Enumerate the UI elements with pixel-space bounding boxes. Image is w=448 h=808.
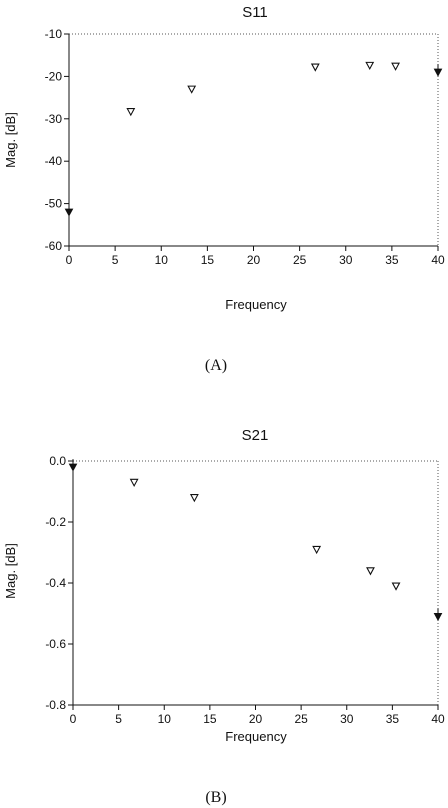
- y-tick-label: 0.0: [49, 454, 66, 468]
- y-axis-label: Mag. [dB]: [3, 112, 18, 168]
- data-point: [64, 208, 74, 217]
- data-point: [366, 567, 375, 576]
- plot-area: [64, 33, 443, 251]
- x-tick-label: 0: [66, 253, 73, 267]
- x-tick-label: 15: [203, 712, 217, 726]
- data-point: [391, 582, 401, 591]
- data-point: [126, 108, 136, 117]
- x-tick-label: 35: [385, 253, 399, 267]
- y-tick-labels: 0.0 -0.2 -0.4 -0.6 -0.8: [45, 454, 66, 712]
- x-axis-label: Frequency: [225, 297, 287, 312]
- chart-title: S11: [242, 4, 268, 21]
- y-tick-label: -50: [45, 197, 63, 211]
- x-tick-label: 25: [294, 712, 308, 726]
- data-point: [310, 63, 320, 72]
- data-point: [433, 68, 443, 77]
- data-point: [129, 478, 139, 488]
- x-tick-label: 5: [115, 712, 122, 726]
- y-tick-label: -10: [45, 27, 63, 41]
- data-point: [187, 85, 197, 94]
- y-tick-labels: -10 -20 -30 -40 -50 -60: [45, 27, 63, 253]
- data-point: [189, 494, 199, 503]
- x-tick-label: 15: [201, 253, 215, 267]
- x-tick-labels: 0 5 10 15 20 25 30 35 40: [66, 253, 445, 267]
- y-tick-label: -60: [45, 239, 63, 253]
- y-tick-label: -0.6: [45, 637, 66, 651]
- data-point: [391, 62, 400, 71]
- data-point: [433, 613, 443, 622]
- chart-title: S21: [242, 427, 269, 444]
- x-tick-label: 30: [339, 253, 353, 267]
- chart-s21: S21 Mag. [dB] Frequency 0 5 10 15 20 25 30 35 40…: [3, 427, 445, 806]
- chart-s11: S11 Mag. [dB] Frequency 0 5 10 15 20 25 30 35 40…: [3, 4, 445, 374]
- caption-a: (A): [205, 357, 227, 374]
- y-tick-label: -0.4: [45, 576, 66, 590]
- y-tick-label: -0.2: [45, 515, 66, 529]
- x-tick-label: 35: [386, 712, 400, 726]
- y-tick-label: -20: [45, 69, 63, 83]
- x-tick-label: 40: [431, 712, 445, 726]
- x-tick-label: 20: [247, 253, 261, 267]
- caption-b: (B): [205, 789, 226, 806]
- y-tick-label: -30: [45, 112, 63, 126]
- y-tick-label: -0.8: [45, 698, 66, 712]
- plot-area: [68, 459, 443, 710]
- x-tick-label: 10: [155, 253, 169, 267]
- x-tick-label: 20: [249, 712, 263, 726]
- data-point: [312, 545, 322, 555]
- y-axis-label: Mag. [dB]: [3, 543, 18, 599]
- x-tick-label: 30: [340, 712, 354, 726]
- x-tick-label: 25: [293, 253, 307, 267]
- x-axis-label: Frequency: [225, 729, 287, 744]
- x-tick-label: 0: [70, 712, 77, 726]
- data-point: [365, 61, 375, 71]
- x-tick-labels: 0 5 10 15 20 25 30 35 40: [70, 712, 445, 726]
- x-tick-label: 5: [112, 253, 119, 267]
- x-tick-label: 10: [158, 712, 172, 726]
- x-tick-label: 40: [431, 253, 445, 267]
- data-point: [68, 463, 78, 472]
- y-tick-label: -40: [45, 154, 63, 168]
